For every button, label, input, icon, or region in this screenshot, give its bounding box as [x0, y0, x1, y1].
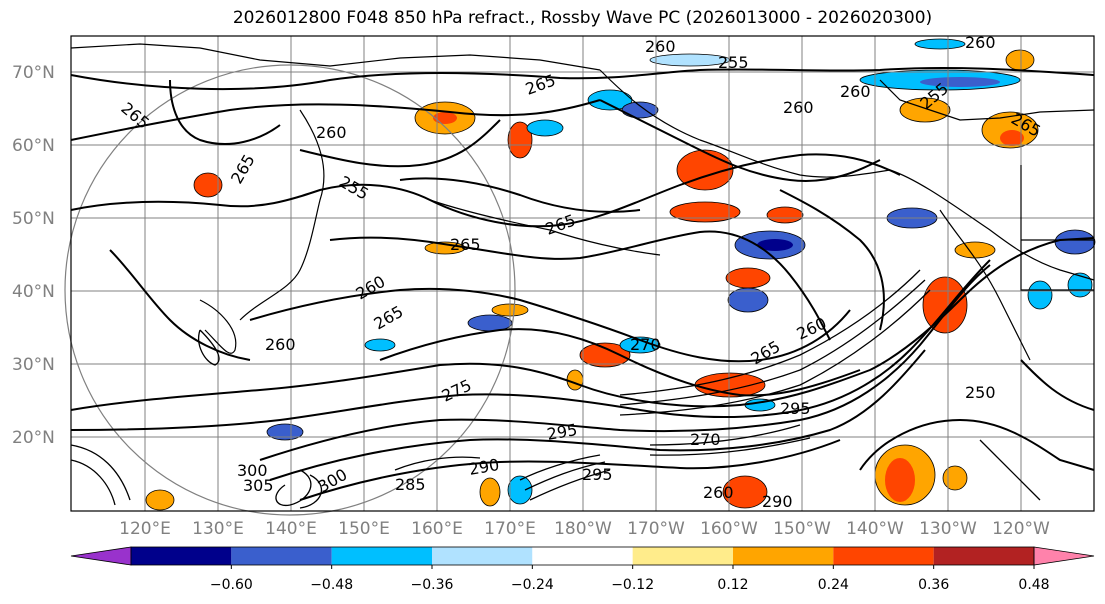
lon-label: 170°W: [627, 519, 685, 539]
contour-label: 270: [690, 430, 721, 449]
lat-label: 70°N: [12, 63, 55, 83]
lon-label: 170°E: [484, 519, 536, 539]
contour-label: 260: [316, 123, 347, 142]
colorbar-bin: [432, 547, 533, 565]
contour-label: 285: [395, 475, 426, 494]
coastlines: [70, 43, 1095, 361]
colorbar-bin: [632, 547, 733, 565]
contour-label: 270: [630, 335, 661, 354]
lon-label: 130°W: [919, 519, 977, 539]
colorbar-extension-low: [70, 546, 132, 566]
contour-label: 260: [645, 37, 676, 56]
colorbar-extension-high: [1033, 546, 1095, 566]
colorbar: −0.60 −0.48 −0.36 −0.24 −0.12 0.12 0.24 0.36 0.4…: [70, 546, 1095, 593]
contour-label: 305: [243, 476, 274, 495]
colorbar-frame: [130, 546, 1035, 566]
contour-label: 260: [703, 483, 734, 502]
lon-label: 180°W: [554, 519, 612, 539]
map-frame: [70, 35, 1095, 512]
colorbar-bin: [532, 547, 633, 565]
refractivity-contours: [70, 66, 1095, 501]
lat-label: 60°N: [12, 136, 55, 156]
lon-label: 160°E: [411, 519, 463, 539]
colorbar-bin: [131, 547, 232, 565]
graticule: [64, 36, 1094, 516]
lat-label: 20°N: [12, 428, 55, 448]
contour-label: 265: [450, 235, 481, 254]
contour-label: 300: [237, 461, 268, 480]
contour-label: 295: [582, 465, 613, 484]
contour-label-layer: 260 255 260 265 265 260 255 265 265 260 …: [117, 33, 1044, 511]
colorbar-bin: [933, 547, 1034, 565]
lon-label: 140°E: [265, 519, 317, 539]
lon-label: 120°W: [992, 519, 1050, 539]
colorbar-tick-label: −0.60: [210, 577, 253, 593]
contour-label: 255: [718, 53, 749, 72]
contour-label: 290: [762, 492, 793, 511]
contour-label: 260: [783, 98, 814, 117]
map-title: 2026012800 F048 850 hPa refract., Rossby…: [232, 8, 933, 28]
colorbar-bin: [331, 547, 432, 565]
lon-label: 150°W: [773, 519, 831, 539]
contour-label: 260: [965, 33, 996, 52]
colorbar-tick-label: 0.48: [1018, 577, 1049, 593]
colorbar-tick-label: 0.36: [918, 577, 949, 593]
lon-label: 120°E: [119, 519, 171, 539]
latitude-labels: 70°N 60°N 50°N 40°N 30°N 20°N: [12, 63, 55, 448]
contour-label: 260: [840, 82, 871, 101]
lon-label: 140°W: [846, 519, 904, 539]
colorbar-tick-label: −0.24: [511, 577, 554, 593]
contour-label: 260: [265, 335, 296, 354]
lat-label: 30°N: [12, 355, 55, 375]
colorbar-tick-label: −0.48: [310, 577, 353, 593]
colorbar-bin: [733, 547, 834, 565]
refractivity-contours-thin: [70, 269, 1041, 509]
colorbar-tick-label: 0.24: [818, 577, 849, 593]
colorbar-tick-label: −0.12: [611, 577, 654, 593]
lat-label: 50°N: [12, 209, 55, 229]
lon-label: 160°W: [700, 519, 758, 539]
colorbar-bin: [833, 547, 934, 565]
lon-label: 150°E: [338, 519, 390, 539]
lat-label: 40°N: [12, 282, 55, 302]
map-plot-area: 260 255 260 265 265 260 255 265 265 260 …: [64, 33, 1096, 516]
colorbar-bin: [231, 547, 332, 565]
colorbar-tick-label: −0.36: [411, 577, 454, 593]
colorbar-tick-label: 0.12: [717, 577, 748, 593]
contour-label: 295: [780, 399, 811, 418]
longitude-labels: 120°E 130°E 140°E 150°E 160°E 170°E 180°…: [119, 519, 1050, 539]
contour-label: 250: [965, 383, 996, 402]
lon-label: 130°E: [192, 519, 244, 539]
